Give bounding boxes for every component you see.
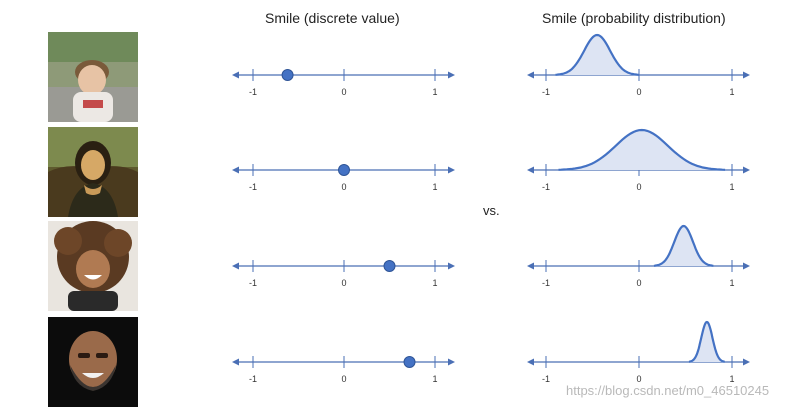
discrete-tick-label-2-0: -1 xyxy=(249,278,257,288)
distribution-tick-label-0-1: 0 xyxy=(636,87,641,97)
discrete-value-dot-2 xyxy=(383,260,396,272)
vs-label: vs. xyxy=(483,203,500,218)
distribution-axis-arrow-right-0 xyxy=(743,71,750,79)
distribution-tick-label-3-1: 0 xyxy=(636,374,641,384)
discrete-axis-arrow-right-1 xyxy=(448,166,455,174)
distribution-tick-label-1-0: -1 xyxy=(542,182,550,192)
distribution-axis-arrow-left-2 xyxy=(527,262,534,270)
distribution-axis-arrow-right-2 xyxy=(743,262,750,270)
distribution-curve-3 xyxy=(688,320,725,363)
discrete-axis-arrow-right-0 xyxy=(448,71,455,79)
distribution-curve-0 xyxy=(555,33,639,76)
distribution-fill-0 xyxy=(555,35,639,75)
distribution-curve-2 xyxy=(653,224,714,267)
distribution-fill-2 xyxy=(653,226,714,266)
discrete-value-dot-0 xyxy=(281,69,294,81)
discrete-value-dot-1 xyxy=(338,164,350,176)
distribution-fill-3 xyxy=(689,322,725,362)
distribution-curve-1 xyxy=(558,128,726,171)
discrete-tick-label-1-0: -1 xyxy=(249,182,257,192)
photo-sad-boy xyxy=(48,32,138,122)
discrete-tick-label-0-1: 0 xyxy=(341,87,346,97)
discrete-tick-label-3-2: 1 xyxy=(432,374,437,384)
discrete-tick-label-1-2: 1 xyxy=(432,182,437,192)
distribution-tick-label-1-1: 0 xyxy=(636,182,641,192)
photo-mona-lisa xyxy=(48,127,138,217)
discrete-value-dot-3 xyxy=(403,356,416,368)
watermark: https://blog.csdn.net/m0_46510245 xyxy=(566,383,770,398)
distribution-axis-arrow-right-1 xyxy=(743,166,750,174)
distribution-fill-1 xyxy=(558,130,726,170)
discrete-tick-label-3-1: 0 xyxy=(341,374,346,384)
discrete-column-title: Smile (discrete value) xyxy=(265,10,400,26)
discrete-axis-arrow-left-2 xyxy=(232,262,239,270)
distribution-column-title: Smile (probability distribution) xyxy=(542,10,726,26)
distribution-tick-label-3-0: -1 xyxy=(542,374,550,384)
discrete-axis-arrow-left-0 xyxy=(232,71,239,79)
distribution-tick-label-1-2: 1 xyxy=(729,182,734,192)
photo-laughing-man xyxy=(48,317,138,407)
distribution-tick-label-3-2: 1 xyxy=(729,374,734,384)
distribution-tick-label-2-1: 0 xyxy=(636,278,641,288)
discrete-tick-label-0-2: 1 xyxy=(432,87,437,97)
distribution-tick-label-0-2: 1 xyxy=(729,87,734,97)
distribution-axis-arrow-left-3 xyxy=(527,358,534,366)
distribution-axis-arrow-left-0 xyxy=(527,71,534,79)
discrete-tick-label-3-0: -1 xyxy=(249,374,257,384)
distribution-tick-label-2-2: 1 xyxy=(729,278,734,288)
discrete-axis-arrow-right-3 xyxy=(448,358,455,366)
discrete-axis-arrow-right-2 xyxy=(448,262,455,270)
discrete-axis-arrow-left-3 xyxy=(232,358,239,366)
photo-smiling-girl xyxy=(48,221,138,311)
discrete-tick-label-1-1: 0 xyxy=(341,182,346,192)
distribution-axis-arrow-left-1 xyxy=(527,166,534,174)
discrete-tick-label-2-1: 0 xyxy=(341,278,346,288)
distribution-tick-label-2-0: -1 xyxy=(542,278,550,288)
distribution-tick-label-0-0: -1 xyxy=(542,87,550,97)
discrete-tick-label-2-2: 1 xyxy=(432,278,437,288)
discrete-tick-label-0-0: -1 xyxy=(249,87,257,97)
discrete-axis-arrow-left-1 xyxy=(232,166,239,174)
distribution-axis-arrow-right-3 xyxy=(743,358,750,366)
